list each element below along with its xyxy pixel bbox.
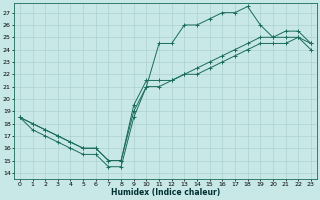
X-axis label: Humidex (Indice chaleur): Humidex (Indice chaleur)	[111, 188, 220, 197]
